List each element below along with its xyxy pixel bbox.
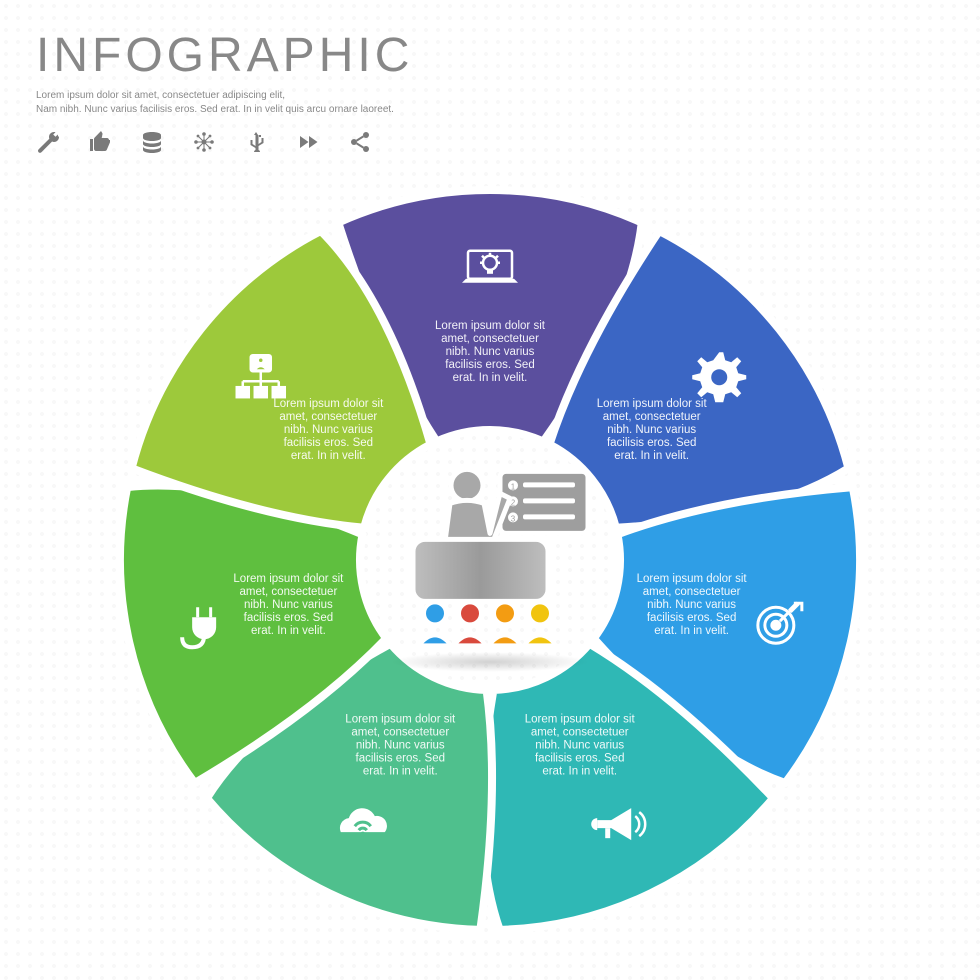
segment-wheel: Lorem ipsum dolor sitamet, consectetuern… (105, 175, 875, 945)
header: INFOGRAPHIC Lorem ipsum dolor sit amet, … (36, 28, 413, 154)
gear-icon (692, 352, 746, 402)
subtitle-line-1: Lorem ipsum dolor sit amet, consectetuer… (36, 90, 285, 101)
svg-text:3: 3 (511, 514, 516, 523)
header-icon-row (36, 130, 413, 154)
network-icon (192, 130, 216, 154)
share-icon (348, 130, 372, 154)
wrench-icon (36, 130, 60, 154)
center-presenter-icon: 1 2 3 (375, 453, 605, 658)
page-subtitle: Lorem ipsum dolor sit amet, consectetuer… (36, 89, 413, 116)
subtitle-line-2: Nam nibh. Nunc varius facilisis eros. Se… (36, 104, 394, 115)
usb-icon (244, 130, 268, 154)
svg-text:1: 1 (511, 482, 516, 491)
fast-forward-icon (296, 130, 320, 154)
thumbs-up-icon (88, 130, 112, 154)
database-icon (140, 130, 164, 154)
page-title: INFOGRAPHIC (36, 28, 413, 83)
